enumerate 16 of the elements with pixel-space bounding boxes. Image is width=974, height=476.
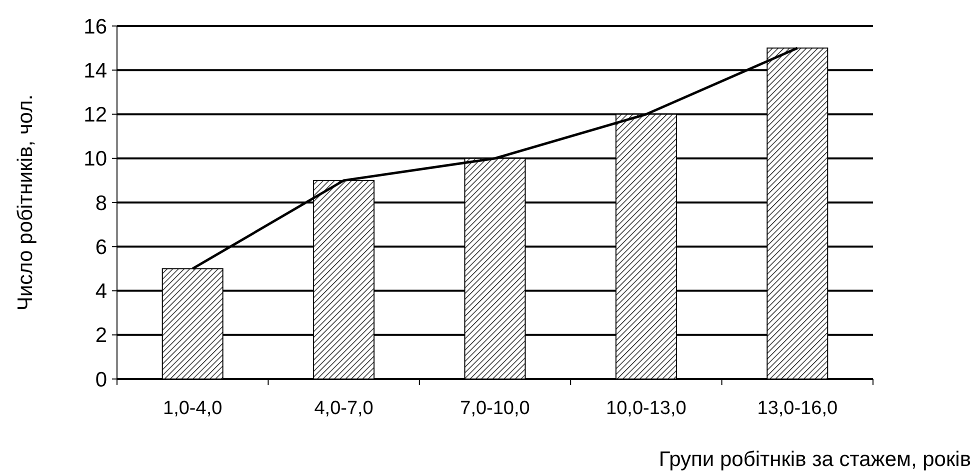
y-tick-label: 10 <box>84 148 107 171</box>
x-tick-label: 10,0-13,0 <box>606 398 686 419</box>
y-tick-label: 6 <box>95 236 107 259</box>
y-tick-label: 2 <box>95 324 107 348</box>
y-tick-label: 4 <box>95 280 108 304</box>
x-tick-label: 1,0-4,0 <box>163 398 222 419</box>
y-tick-label: 12 <box>84 104 107 127</box>
x-tick-label: 7,0-10,0 <box>460 398 530 419</box>
y-tick-label: 14 <box>84 59 108 82</box>
y-tick-label: 8 <box>95 192 107 215</box>
y-tick-label: 0 <box>95 368 107 392</box>
x-tick-label: 13,0-16,0 <box>757 398 838 419</box>
y-tick-label: 16 <box>84 15 107 38</box>
x-axis-title: Групи робітнків за стажем, років <box>658 448 971 471</box>
x-tick-label: 4,0-7,0 <box>314 398 374 419</box>
y-axis-title: Число робітників, чол. <box>14 94 37 311</box>
